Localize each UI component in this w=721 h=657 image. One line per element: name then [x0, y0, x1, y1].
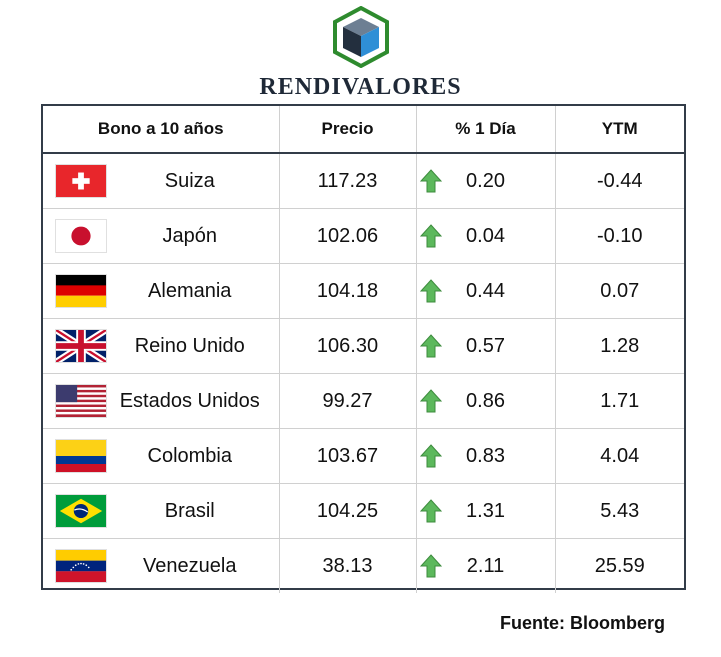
cube-logo-icon [332, 6, 389, 68]
country-name: Reino Unido [134, 334, 245, 357]
change-cell: 0.57 [416, 318, 556, 374]
up-arrow-icon [419, 169, 442, 193]
change-value: 1.31 [466, 499, 505, 522]
price-cell: 117.23 [279, 153, 417, 209]
country-cell: Alemania [43, 263, 280, 319]
country-cell: Reino Unido [43, 318, 280, 374]
table-row: Venezuela 38.13 2.11 25.59 [43, 538, 684, 593]
change-cell: 0.44 [416, 263, 556, 319]
country-name: Brasil [164, 499, 215, 522]
change-cell: 1.31 [416, 483, 556, 539]
change-cell: 0.83 [416, 428, 556, 484]
ytm-cell: 5.43 [555, 483, 684, 539]
change-value: 0.44 [466, 279, 505, 302]
change-cell: 0.86 [416, 373, 556, 429]
source-note: Fuente: Bloomberg [500, 613, 665, 633]
price-cell: 103.67 [279, 428, 417, 484]
change-cell: 0.04 [416, 208, 556, 264]
bond-table: Bono a 10 años Precio % 1 Día YTM [41, 104, 686, 593]
change-value: 0.86 [466, 389, 505, 412]
price-cell: 38.13 [279, 538, 417, 593]
table-row: Alemania 104.18 0.44 0.07 [43, 263, 684, 319]
country-name: Japón [162, 224, 218, 247]
country-cell: Suiza [43, 153, 280, 209]
up-arrow-icon [419, 279, 442, 303]
logo: RENDIVALORES [0, 6, 721, 101]
table-row: Brasil 104.25 1.31 5.43 [43, 483, 684, 539]
brand-name: RENDIVALORES [259, 74, 462, 100]
country-name: Estados Unidos [119, 389, 260, 412]
price-cell: 104.18 [279, 263, 417, 319]
venezuela-flag [55, 549, 107, 583]
ytm-cell: 1.28 [555, 318, 684, 374]
germany-flag [55, 274, 107, 308]
country-cell: Venezuela [43, 538, 280, 593]
change-value: 0.04 [466, 224, 505, 247]
ytm-cell: -0.44 [555, 153, 684, 209]
table-row: Japón 102.06 0.04 -0.10 [43, 208, 684, 264]
ytm-cell: 1.71 [555, 373, 684, 429]
change-value: 0.20 [466, 169, 505, 192]
brazil-flag [55, 494, 107, 528]
usa-flag [55, 384, 107, 418]
table-row: Suiza 117.23 0.20 -0.44 [43, 153, 684, 209]
country-cell: Colombia [43, 428, 280, 484]
table-row: Estados Unidos 99.27 0.86 1.71 [43, 373, 684, 429]
country-cell: Japón [43, 208, 280, 264]
price-cell: 99.27 [279, 373, 417, 429]
price-cell: 106.30 [279, 318, 417, 374]
price-cell: 102.06 [279, 208, 417, 264]
uk-flag [55, 329, 107, 363]
change-value: 2.11 [466, 554, 505, 577]
header-bond: Bono a 10 años [43, 106, 280, 154]
change-cell: 0.20 [416, 153, 556, 209]
country-name: Venezuela [143, 554, 237, 577]
ytm-cell: -0.10 [555, 208, 684, 264]
switzerland-flag [55, 164, 107, 198]
up-arrow-icon [419, 554, 442, 578]
up-arrow-icon [419, 334, 442, 358]
ytm-cell: 25.59 [594, 554, 645, 577]
up-arrow-icon [419, 389, 442, 413]
country-cell: Brasil [43, 483, 280, 539]
header-ytm: YTM [555, 106, 684, 154]
change-cell: 2.11 [416, 538, 556, 593]
ytm-cell: 0.07 [555, 263, 684, 319]
up-arrow-icon [419, 444, 442, 468]
table-row: Reino Unido 106.30 0.57 1.28 [43, 318, 684, 374]
header-change: % 1 Día [416, 106, 556, 154]
header-price: Precio [279, 106, 417, 154]
country-name: Alemania [148, 279, 232, 302]
up-arrow-icon [419, 224, 442, 248]
ytm-cell: 4.04 [555, 428, 684, 484]
country-cell: Estados Unidos [43, 373, 280, 429]
price-cell: 104.25 [279, 483, 417, 539]
japan-flag [55, 219, 107, 253]
table-header-row: Bono a 10 años Precio % 1 Día YTM [43, 106, 684, 154]
change-value: 0.57 [466, 334, 505, 357]
table-row: Colombia 103.67 0.83 4.04 [43, 428, 684, 484]
change-value: 0.83 [466, 444, 505, 467]
country-name: Colombia [147, 444, 232, 467]
up-arrow-icon [419, 499, 442, 523]
colombia-flag [55, 439, 107, 473]
country-name: Suiza [164, 169, 215, 192]
